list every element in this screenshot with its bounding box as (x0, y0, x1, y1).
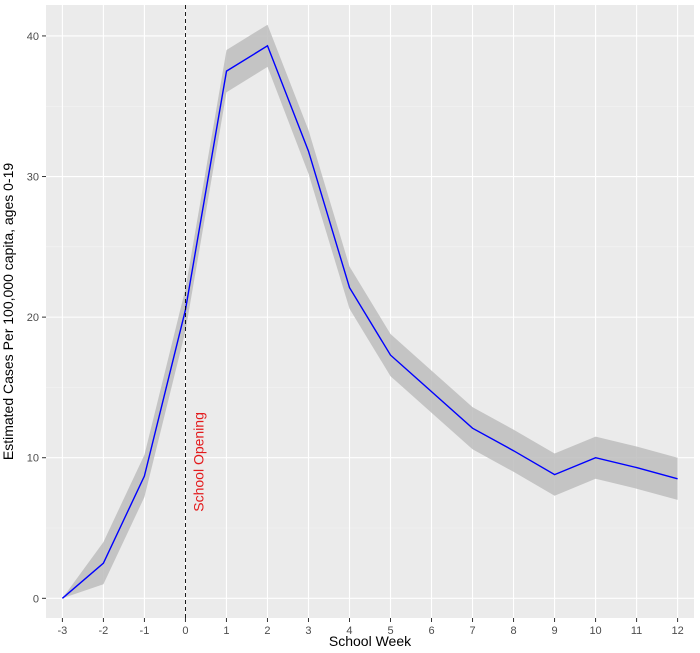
x-tick-label: 10 (589, 625, 601, 637)
x-axis-ticks: -3 -2 -1 0 1 2 3 4 5 6 7 8 9 10 11 12 (58, 618, 684, 637)
y-tick-label: 30 (27, 172, 39, 184)
major-gridlines (46, 5, 694, 618)
minor-gridlines (46, 105, 694, 529)
x-tick-label: -2 (99, 625, 109, 637)
x-tick-label: 8 (510, 625, 516, 637)
confidence-band (62, 24, 678, 599)
y-tick-label: 10 (27, 453, 39, 465)
series-line (61, 44, 678, 599)
x-tick-label: 9 (551, 625, 557, 637)
school-opening-label: School Opening (190, 412, 206, 512)
x-tick-label: -3 (58, 625, 68, 637)
x-tick-label: 7 (469, 625, 475, 637)
x-tick-label: 11 (631, 625, 642, 637)
y-axis-ticks: 0 10 20 30 40 (27, 31, 46, 605)
y-tick-label: 0 (33, 593, 39, 605)
x-tick-label: 12 (671, 625, 683, 637)
y-axis-title: Estimated Cases Per 100,000 capita, ages… (0, 163, 16, 461)
x-tick-label: 3 (305, 625, 311, 637)
x-tick-label: -1 (140, 625, 150, 637)
x-axis-title: School Week (329, 633, 412, 649)
x-tick-label: 0 (182, 625, 188, 637)
x-tick-label: 5 (387, 625, 393, 637)
x-tick-label: 1 (223, 625, 229, 637)
y-tick-label: 40 (27, 31, 39, 43)
x-tick-label: 2 (264, 625, 270, 637)
x-tick-label: 4 (346, 625, 352, 637)
x-tick-label: 6 (428, 625, 434, 637)
y-tick-label: 20 (27, 312, 39, 324)
